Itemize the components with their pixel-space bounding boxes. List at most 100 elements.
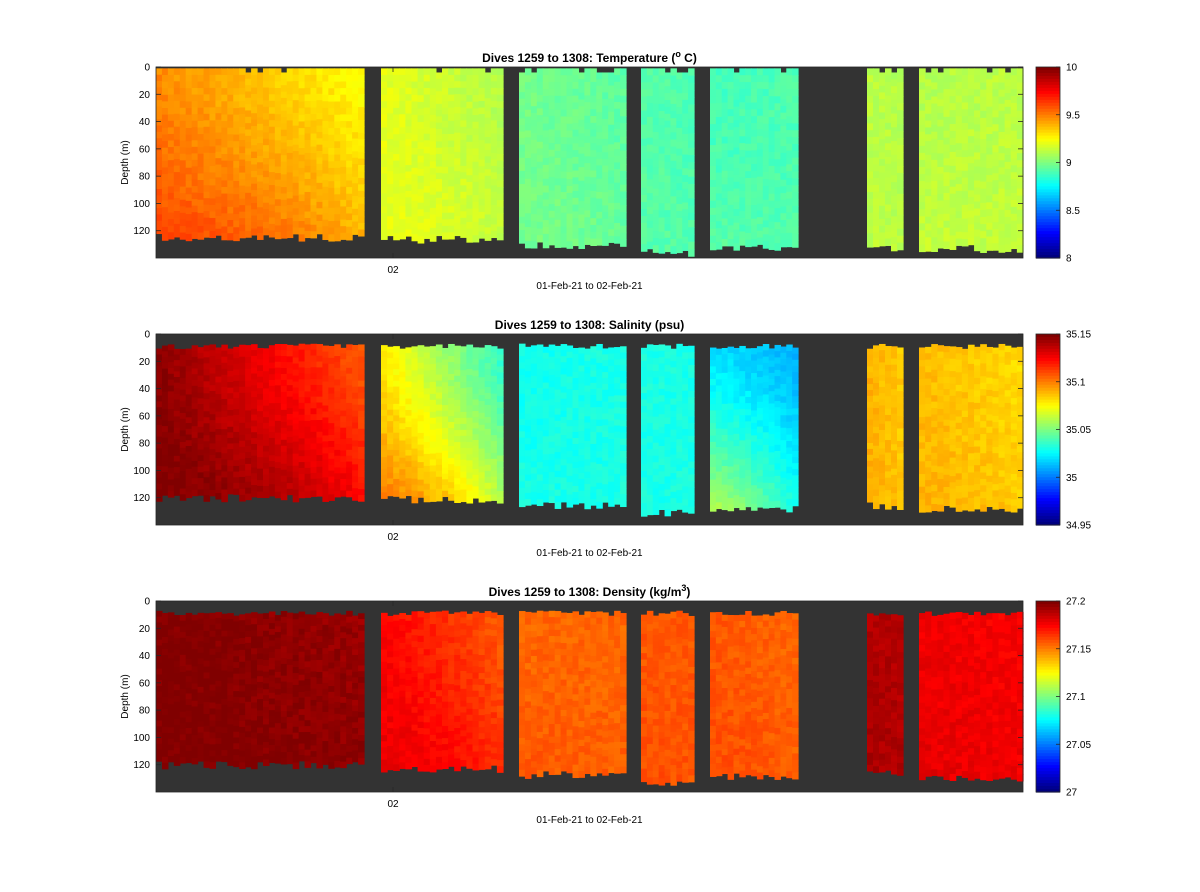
heat-cell (974, 159, 981, 168)
heat-cell (167, 173, 175, 181)
heat-cell (239, 476, 246, 484)
heat-cell (484, 476, 492, 484)
heat-cell (542, 478, 550, 485)
heat-cell (417, 403, 425, 411)
heat-cell (328, 108, 335, 116)
heat-cell (310, 192, 318, 200)
heat-cell (554, 439, 562, 447)
heat-cell (727, 211, 735, 220)
heat-cell (519, 343, 526, 351)
heat-cell (466, 81, 474, 90)
heat-cell (682, 202, 689, 210)
heat-cell (245, 173, 252, 181)
heat-cell (602, 158, 609, 167)
heat-cell (156, 348, 163, 356)
heat-cell (310, 87, 318, 96)
heat-cell (442, 416, 449, 423)
heat-cell (411, 68, 419, 76)
heat-cell (949, 179, 957, 188)
heat-cell (203, 435, 211, 442)
heat-cell (358, 446, 365, 454)
heat-cell (578, 401, 585, 408)
heat-cell (1016, 167, 1024, 175)
heat-cell (161, 472, 169, 479)
heat-cell (590, 218, 597, 226)
heat-cell (435, 122, 443, 130)
heat-cell (328, 207, 335, 216)
colorbar-strip (1036, 84, 1060, 89)
heat-cell (423, 127, 431, 135)
heat-cell (548, 217, 556, 225)
heat-cell (352, 132, 359, 140)
heat-cell (484, 464, 492, 472)
heat-cell (780, 186, 787, 194)
heat-cell (961, 109, 969, 117)
heat-cell (209, 185, 217, 193)
heat-cell (298, 75, 306, 83)
heat-cell (873, 102, 880, 111)
heat-cell (448, 386, 455, 393)
heat-cell (191, 397, 199, 404)
heat-cell (670, 111, 677, 119)
heat-cell (387, 438, 394, 445)
heat-cell (961, 68, 969, 76)
heat-cell (460, 388, 467, 395)
heat-cell (179, 166, 187, 175)
heat-cell (478, 436, 486, 444)
heat-cell (227, 81, 234, 89)
heat-cell (399, 429, 406, 436)
heat-cell (227, 404, 234, 411)
heat-cell (596, 72, 603, 80)
heat-cell (316, 151, 323, 158)
heat-cell (448, 186, 455, 194)
heat-cell (251, 119, 258, 127)
heat-cell (646, 82, 654, 90)
heat-cell (484, 72, 492, 80)
heat-cell (676, 134, 683, 143)
heat-cell (980, 202, 987, 211)
heat-cell (423, 159, 431, 168)
heat-cell (620, 184, 627, 193)
heat-cell (268, 391, 276, 398)
heat-cell (454, 363, 461, 371)
heat-cell (257, 422, 264, 430)
heat-cell (274, 199, 282, 207)
heat-cell (429, 381, 437, 389)
heat-cell (614, 95, 621, 103)
heat-cell (185, 147, 193, 156)
heat-cell (417, 101, 425, 110)
heat-cell (399, 94, 406, 102)
heat-cell (435, 464, 443, 472)
heat-cell (873, 130, 880, 138)
heat-cell (974, 145, 981, 154)
heat-cell (620, 205, 627, 213)
heat-cell (233, 187, 240, 195)
heat-cell (191, 212, 199, 220)
heat-cell (239, 428, 246, 436)
heat-cell (197, 120, 205, 129)
heat-cell (358, 126, 365, 134)
heat-cell (496, 431, 504, 439)
heat-cell (442, 127, 449, 135)
heat-cell (239, 179, 246, 187)
heat-cell (566, 185, 574, 194)
heat-cell (257, 382, 264, 389)
heat-cell (340, 416, 347, 423)
heat-cell (925, 86, 932, 94)
heat-cell (867, 102, 874, 111)
heat-cell (530, 424, 538, 432)
heat-cell (739, 88, 746, 97)
heat-cell (442, 134, 449, 142)
heat-cell (710, 172, 717, 181)
colorbar-strip (1036, 186, 1060, 190)
heat-cell (381, 107, 388, 115)
heat-cell (429, 441, 437, 449)
heat-cell (519, 177, 526, 185)
heat-cell (756, 203, 764, 212)
heat-cell (298, 214, 306, 222)
heat-cell (251, 344, 258, 351)
heat-cell (251, 461, 258, 469)
heat-cell (233, 161, 240, 169)
heat-cell (786, 184, 793, 193)
heat-cell (387, 190, 394, 198)
